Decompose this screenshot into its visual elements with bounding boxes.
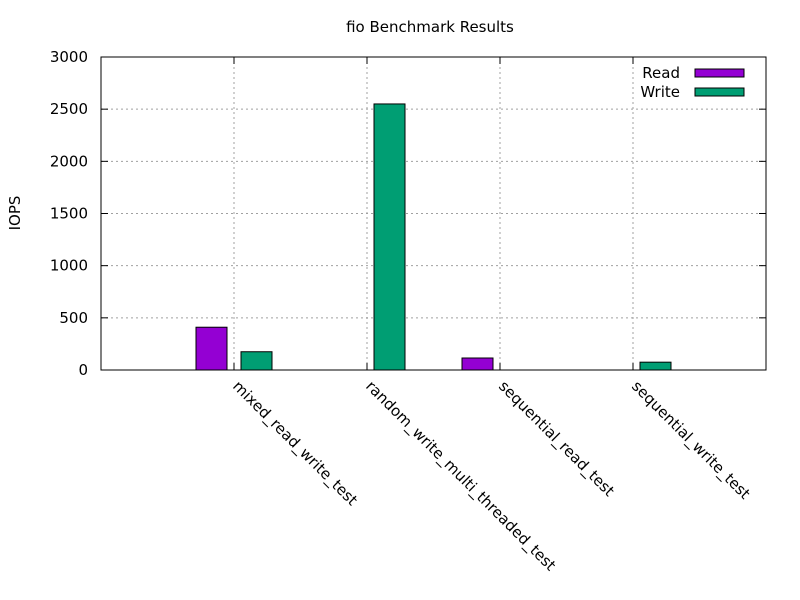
- legend-swatch-write: [694, 87, 745, 97]
- y-axis-label: IOPS: [6, 196, 24, 231]
- bar-read-1: [195, 326, 228, 371]
- y-tick-label: 0: [78, 361, 88, 379]
- bars: [195, 103, 672, 371]
- x-tick-label: sequential_write_test: [627, 377, 753, 503]
- x-tick-labels: mixed_read_write_test random_write_multi_…: [228, 377, 753, 575]
- bar-write-2: [373, 103, 406, 371]
- chart-title: fio Benchmark Results: [346, 18, 514, 36]
- y-tick-label: 1500: [50, 205, 88, 223]
- y-tick-label: 3000: [50, 48, 88, 66]
- bar-write-4: [639, 361, 672, 371]
- x-tick-label: mixed_read_write_test: [228, 377, 361, 510]
- y-tick-labels: 0 500 1000 1500 2000 2500 3000: [50, 48, 88, 379]
- grid-lines: [101, 57, 766, 370]
- axis-ticks: [101, 56, 766, 371]
- legend-swatch-read: [694, 68, 745, 78]
- bar-read-3: [461, 357, 494, 371]
- y-tick-label: 1000: [50, 257, 88, 275]
- y-tick-label: 2500: [50, 100, 88, 118]
- x-tick-label: sequential_read_test: [494, 377, 618, 501]
- y-tick-label: 2000: [50, 152, 88, 170]
- legend-label-read: Read: [642, 64, 680, 82]
- legend-label-write: Write: [640, 83, 680, 101]
- y-tick-label: 500: [59, 309, 88, 327]
- bar-write-1: [240, 351, 273, 371]
